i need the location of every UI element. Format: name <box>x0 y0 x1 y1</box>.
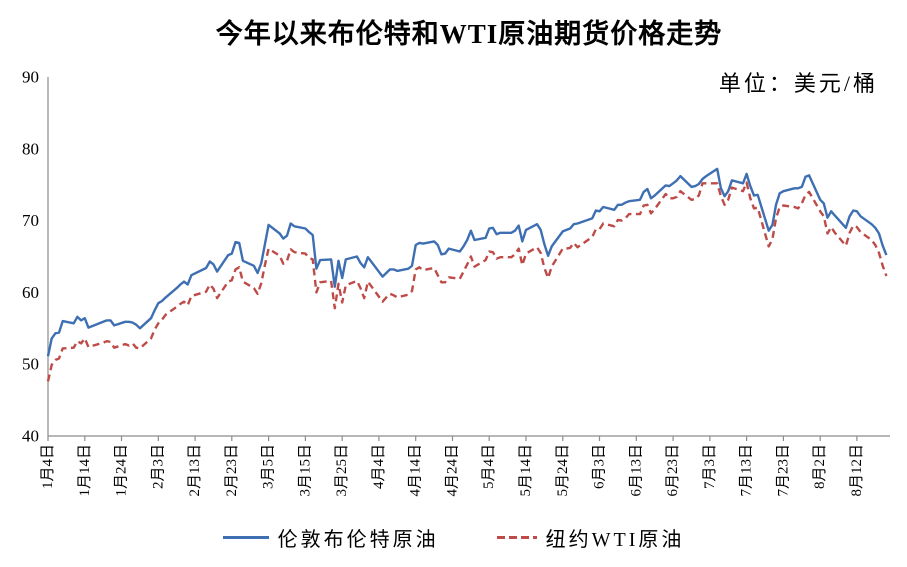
svg-text:60: 60 <box>22 283 39 302</box>
svg-text:80: 80 <box>22 139 39 158</box>
svg-text:4月24日: 4月24日 <box>445 444 461 497</box>
svg-text:3月25日: 3月25日 <box>334 444 350 497</box>
legend-item-wti: 纽约WTI原油 <box>496 523 685 552</box>
svg-text:7月13日: 7月13日 <box>739 444 755 497</box>
svg-text:1月4日: 1月4日 <box>40 444 56 489</box>
svg-text:5月24日: 5月24日 <box>555 444 571 497</box>
legend-label-wti: 纽约WTI原油 <box>545 529 685 551</box>
svg-text:40: 40 <box>22 427 39 446</box>
wti-dashed-line-swatch <box>496 536 537 539</box>
y-axis-labels: 40 50 60 70 80 90 <box>22 68 39 446</box>
svg-text:2月13日: 2月13日 <box>187 444 203 497</box>
svg-text:2月23日: 2月23日 <box>224 444 240 497</box>
svg-text:5月4日: 5月4日 <box>481 444 497 489</box>
svg-text:6月23日: 6月23日 <box>665 444 681 497</box>
svg-text:70: 70 <box>22 211 39 230</box>
legend-label-brent: 伦敦布伦特原油 <box>277 529 439 551</box>
svg-text:6月13日: 6月13日 <box>628 444 644 497</box>
svg-text:8月2日: 8月2日 <box>812 444 828 489</box>
svg-text:90: 90 <box>22 68 39 87</box>
svg-text:6月3日: 6月3日 <box>592 444 608 489</box>
brent-series-line <box>46 167 888 357</box>
svg-text:7月3日: 7月3日 <box>702 444 718 489</box>
svg-text:3月15日: 3月15日 <box>297 444 313 497</box>
brent-solid-line-swatch <box>222 536 269 539</box>
x-axis-labels: 1月4日 1月14日 1月24日 2月3日 2月13日 2月23日 3月5日 3月15日 3月2… <box>40 444 865 497</box>
unit-label: 单位：美元/桶 <box>718 71 878 96</box>
legend-item-brent: 伦敦布伦特原油 <box>222 523 439 552</box>
svg-text:7月23日: 7月23日 <box>775 444 791 497</box>
legend: 伦敦布伦特原油 纽约WTI原油 <box>0 523 907 552</box>
svg-text:3月5日: 3月5日 <box>261 444 277 489</box>
svg-text:5月14日: 5月14日 <box>518 444 534 497</box>
wti-series-line <box>46 181 888 382</box>
svg-text:2月3日: 2月3日 <box>150 444 166 489</box>
svg-text:1月24日: 1月24日 <box>114 444 130 497</box>
svg-text:4月4日: 4月4日 <box>371 444 387 489</box>
chart-title: 今年以来布伦特和WTI原油期货价格走势 <box>215 19 723 49</box>
svg-text:8月12日: 8月12日 <box>849 444 865 497</box>
svg-text:4月14日: 4月14日 <box>408 444 424 497</box>
axes <box>47 77 890 441</box>
svg-text:1月14日: 1月14日 <box>77 444 93 497</box>
svg-text:50: 50 <box>22 355 39 374</box>
